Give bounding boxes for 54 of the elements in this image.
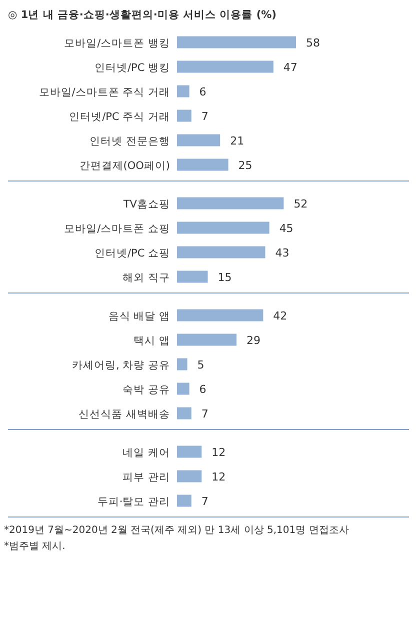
bar <box>177 382 190 395</box>
data-label: 52 <box>294 197 308 210</box>
bar <box>177 197 284 210</box>
y-tick-label: 인터넷 전문은행 <box>90 135 170 148</box>
bar <box>177 222 270 234</box>
data-label: 58 <box>306 36 320 50</box>
bar <box>177 358 188 370</box>
y-tick-label: 인터넷/PC 쇼핑 <box>94 247 170 260</box>
data-label: 25 <box>238 158 252 172</box>
data-label: 7 <box>201 110 208 123</box>
bar <box>177 134 220 146</box>
bar <box>177 309 264 322</box>
bar <box>177 60 274 73</box>
data-label: 7 <box>201 494 208 508</box>
bar <box>177 158 228 171</box>
data-label: 42 <box>273 309 288 322</box>
data-label: 45 <box>279 222 294 235</box>
text: *범주별 제시. <box>4 541 66 552</box>
y-tick-label: 네일 케어 <box>122 446 170 459</box>
y-tick-label: 모바일/스마트폰 쇼핑 <box>64 222 170 235</box>
data-label: 5 <box>197 358 204 372</box>
data-label: 12 <box>212 470 226 484</box>
y-tick-label: 숙박 공유 <box>122 384 170 396</box>
data-label: 6 <box>199 382 206 396</box>
bar <box>177 85 190 98</box>
y-tick-label: 택시 앱 <box>134 334 170 347</box>
data-label: 21 <box>230 134 244 148</box>
data-label: 15 <box>218 270 232 284</box>
y-tick-label: 두피·탈모 관리 <box>97 496 170 508</box>
bar <box>177 36 296 48</box>
data-label: 47 <box>283 60 298 74</box>
data-label: 7 <box>201 407 208 420</box>
data-label: 43 <box>275 246 290 260</box>
text: *2019년 7월~2020년 2월 전국(제주 제외) 만 13세 이상 5,101명 면접조사 <box>4 525 349 536</box>
y-tick-label: TV홈쇼핑 <box>122 198 170 210</box>
y-tick-label: 카셰어링, 차량 공유 <box>72 359 170 372</box>
y-tick-label: 신선식품 새벽배송 <box>78 408 170 420</box>
y-tick-label: 음식 배달 앱 <box>108 310 170 322</box>
bar <box>177 270 208 283</box>
bar <box>177 334 236 346</box>
y-tick-label: 피부 관리 <box>122 471 170 484</box>
y-tick-label: 간편결제(OO페이) <box>79 160 170 172</box>
y-tick-label: 인터넷/PC 주식 거래 <box>69 110 170 123</box>
bar <box>177 110 192 122</box>
y-tick-label: 해외 직구 <box>122 272 170 284</box>
bar <box>177 246 266 258</box>
y-tick-label: 모바일/스마트폰 뱅킹 <box>64 37 170 50</box>
data-label: 6 <box>199 85 206 98</box>
chart-title: ◎ 1년 내 금융·쇼핑·생활편의·미용 서비스 이용률 (%) <box>8 9 276 21</box>
bar <box>177 407 192 420</box>
data-label: 29 <box>246 334 260 347</box>
y-tick-label: 인터넷/PC 뱅킹 <box>94 62 170 74</box>
data-label: 12 <box>212 446 226 459</box>
y-tick-label: 모바일/스마트폰 주식 거래 <box>38 86 170 98</box>
